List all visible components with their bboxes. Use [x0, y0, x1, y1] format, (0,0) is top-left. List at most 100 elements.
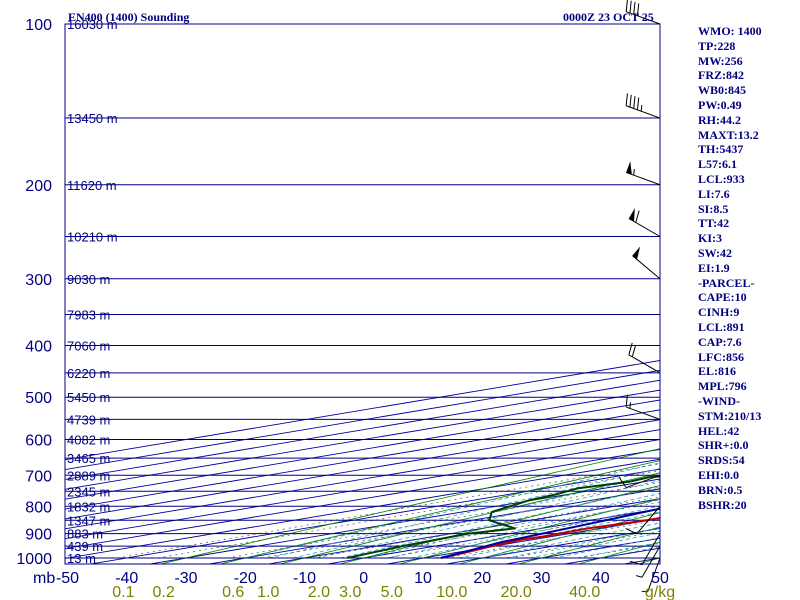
height-label: 6220 m — [67, 366, 110, 381]
pressure-tick-label: 100 — [25, 17, 52, 34]
wind-barb — [628, 342, 661, 374]
wind-barb-pennant — [632, 246, 641, 260]
pressure-tick-label: 700 — [25, 468, 52, 485]
wind-barb-pennant — [626, 161, 632, 175]
mixing-ratio-tick-label: 0.6 — [222, 584, 244, 600]
stat-line: EI:1.9 — [698, 260, 730, 275]
stat-line: CAPE:10 — [698, 290, 747, 305]
height-label: 10210 m — [67, 229, 118, 244]
wind-barb — [632, 246, 661, 280]
wind-barb-half-feather — [633, 168, 635, 176]
stat-line: LCL:891 — [698, 319, 745, 334]
isotherm — [65, 379, 660, 480]
stat-line: HEL:42 — [698, 423, 740, 438]
mixing-ratio-tick-label: 0.1 — [112, 584, 134, 600]
background-lines — [65, 360, 660, 564]
moist-adiabat — [482, 522, 660, 559]
wind-barb-staff — [641, 533, 661, 565]
isotherm — [65, 439, 660, 540]
wind-barb-feather — [631, 344, 637, 357]
wind-barb — [625, 0, 661, 25]
height-label: 3465 m — [67, 451, 110, 466]
stat-line: BSHR:20 — [698, 497, 747, 512]
temperature-tick-label: -50 — [56, 570, 79, 587]
wind-barb-feather — [618, 477, 627, 488]
stat-line: MW:256 — [698, 53, 743, 68]
pressure-unit-label: mb — [33, 570, 55, 587]
wind-barb — [635, 545, 661, 578]
stats-panel: WMO: 1400 TP:228 MW:256 FRZ:842 WB0:845 PW:0.… — [698, 24, 798, 512]
wind-barb-staff — [628, 218, 661, 237]
dry-adiabat — [159, 448, 660, 564]
chart-title: EN400 (1400) Sounding — [68, 10, 190, 24]
mixing-ratio-unit-label: g/kg — [645, 584, 675, 600]
temperature-tick-label: 30 — [533, 570, 551, 587]
stat-line: -PARCEL- — [698, 275, 755, 290]
temperature-tick-label: -30 — [174, 570, 197, 587]
pressure-tick-label: 600 — [25, 433, 52, 450]
isotherm — [65, 429, 660, 530]
mixing-ratio-tick-label: 1.0 — [257, 584, 279, 600]
stat-line: MAXT:13.2 — [698, 127, 759, 142]
stat-line: LFC:856 — [698, 349, 744, 364]
dry-adiabat — [517, 526, 660, 564]
wind-barb-staff — [636, 505, 661, 535]
plot-frame — [64, 23, 661, 565]
mixing-ratio-tick-label: 40.0 — [569, 584, 600, 600]
height-label: 5450 m — [67, 390, 110, 405]
wind-barb-feather — [625, 527, 638, 535]
pressure-tick-label: 300 — [25, 272, 52, 289]
wind-barb-feather — [629, 0, 632, 14]
stat-line: TT:42 — [698, 216, 730, 231]
height-label: 4739 m — [67, 412, 110, 427]
stat-line: EHI:0.0 — [698, 467, 740, 482]
isotherm — [65, 399, 660, 500]
isotherm — [65, 389, 660, 490]
stat-line: WMO: 1400 — [698, 24, 762, 38]
wind-barb-staff — [628, 354, 661, 374]
stat-line: FRZ:842 — [698, 68, 744, 83]
stat-line: SI:8.5 — [698, 201, 729, 216]
wind-barb-half-feather — [641, 590, 648, 593]
stat-line: CAP:7.6 — [698, 334, 742, 349]
isotherm — [65, 369, 660, 470]
temperature-tick-label: 10 — [414, 570, 432, 587]
stat-line: MPL:796 — [698, 379, 747, 394]
dewpoint-line — [346, 475, 660, 559]
temperature-tick-label: 40 — [592, 570, 610, 587]
isotherm — [65, 458, 660, 559]
height-label: 883 m — [67, 527, 103, 542]
temperature-tick-label: 20 — [473, 570, 491, 587]
height-label: 2889 m — [67, 468, 110, 483]
wind-barb-staff — [626, 474, 661, 489]
stat-line: BRN:0.5 — [698, 482, 743, 497]
wind-barb-half-feather — [635, 575, 643, 578]
pressure-tick-label: 800 — [25, 499, 52, 516]
height-label: 13 m — [67, 551, 96, 566]
wind-barb-feather — [625, 93, 628, 106]
height-label: 9030 m — [67, 272, 110, 287]
height-label: 7060 m — [67, 339, 110, 354]
stat-line: TP:228 — [698, 38, 736, 53]
height-label: 439 m — [67, 539, 103, 554]
pressure-tick-label: 200 — [25, 178, 52, 195]
wind-barb — [625, 93, 661, 119]
wind-barb-staff — [626, 11, 661, 25]
pressure-tick-label: 900 — [25, 527, 52, 544]
pressure-tick-label: 500 — [25, 390, 52, 407]
wind-barb-feather — [636, 3, 640, 16]
moist-adiabat — [340, 486, 660, 559]
mixing-ratio-tick-label: 5.0 — [381, 584, 403, 600]
chart-datetime: 0000Z 23 OCT 25 — [563, 10, 654, 24]
stat-line: EL:816 — [698, 364, 737, 379]
height-label: 1347 m — [67, 513, 110, 528]
stat-line: WB0:845 — [698, 83, 746, 98]
wind-barb-staff — [626, 105, 661, 119]
wind-barb-feather — [633, 96, 636, 109]
profiles — [346, 475, 660, 559]
wind-barb — [628, 208, 661, 237]
height-label: 13450 m — [67, 111, 118, 126]
temperature-tick-label: -20 — [234, 570, 257, 587]
